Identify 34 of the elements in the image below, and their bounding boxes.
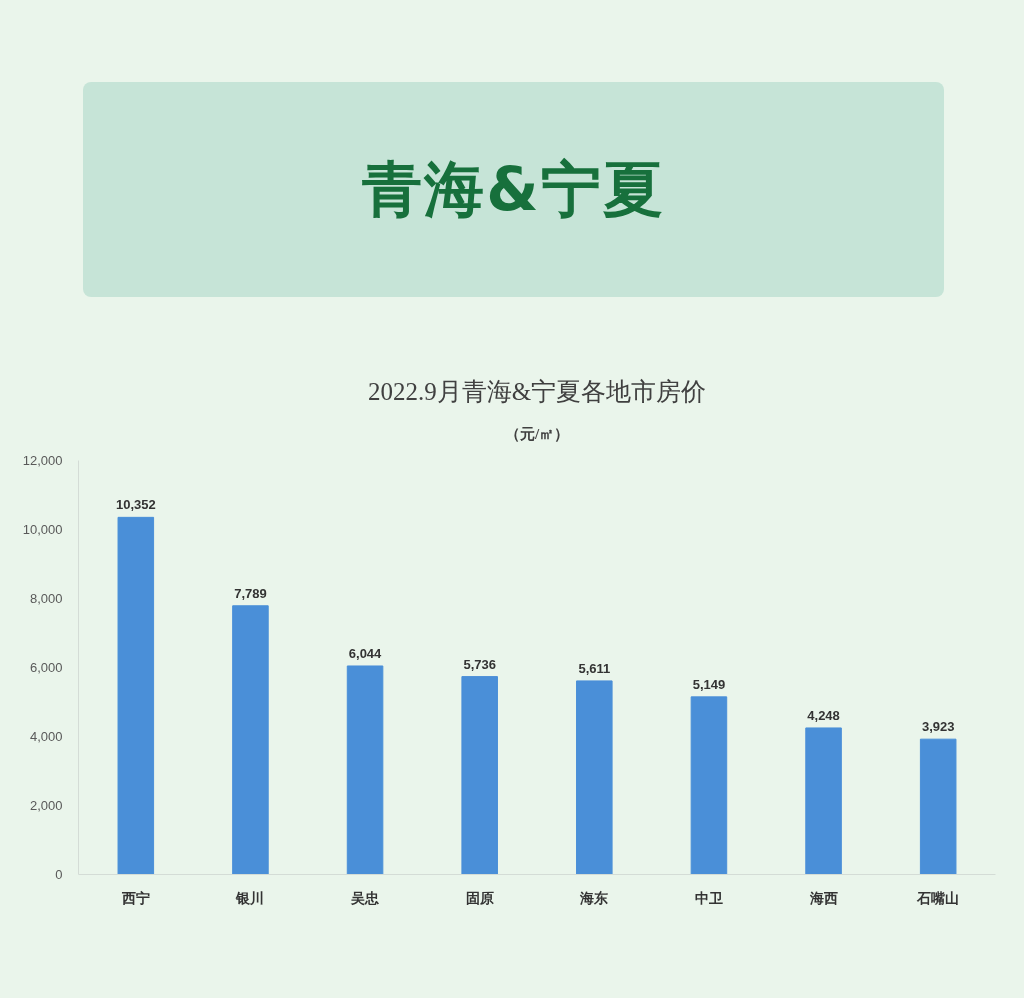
bar <box>232 605 269 875</box>
x-tick-label: 石嘴山 <box>916 890 960 906</box>
y-tick-label: 4,000 <box>29 729 63 744</box>
x-tick-label: 吴忠 <box>350 890 381 906</box>
y-tick-label: 0 <box>55 867 63 882</box>
data-label: 5,149 <box>692 676 726 692</box>
x-tick-label: 中卫 <box>694 890 723 906</box>
bar <box>805 727 842 875</box>
text: （元/㎡） <box>504 425 570 442</box>
x-tick-label: 西宁 <box>120 889 150 906</box>
y-tick-label: 2,000 <box>29 798 63 813</box>
chart-subtitle: 2022.9月青海&宁夏各地市房价 <box>367 377 707 405</box>
data-label: 10,352 <box>115 497 156 513</box>
bar <box>919 738 957 875</box>
x-tick-label: 海东 <box>579 889 609 906</box>
y-tick-label: 8,000 <box>29 591 63 606</box>
data-label: 6,044 <box>348 645 383 661</box>
data-label: 5,736 <box>463 656 496 672</box>
y-tick-label: 12,000 <box>22 453 63 468</box>
data-label: 4,248 <box>807 707 840 723</box>
x-tick-label: 银川 <box>235 890 265 906</box>
bar <box>690 696 728 875</box>
bar <box>117 516 155 875</box>
bar <box>576 680 613 875</box>
chart-title: 青海&宁夏 <box>83 82 944 297</box>
data-label: 7,789 <box>234 585 267 601</box>
data-label: 5,611 <box>578 660 611 676</box>
y-tick-label: 10,000 <box>22 522 63 537</box>
bar <box>461 676 498 875</box>
x-tick-label: 固原 <box>465 890 494 906</box>
y-tick-label: 6,000 <box>29 660 63 675</box>
bar <box>346 665 384 875</box>
data-label: 3,923 <box>921 719 955 735</box>
x-tick-label: 海西 <box>808 890 838 906</box>
